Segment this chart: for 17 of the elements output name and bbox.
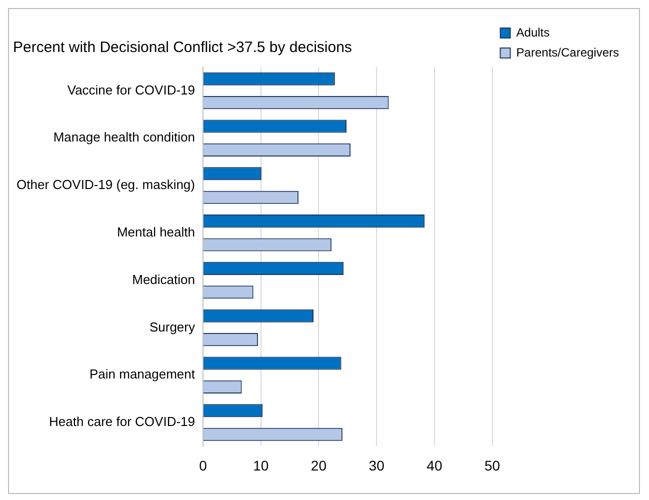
x-tick-label: 50 [484,457,500,474]
y-tick-label: Pain management [89,366,196,382]
x-tick-label: 10 [253,457,269,474]
x-tick-label: 0 [199,457,208,474]
x-tick-label: 40 [426,457,442,474]
y-tick-label: Manage health condition [53,130,195,145]
y-tick-label: Medication [132,272,195,287]
x-tick-label: 30 [368,457,385,474]
chart-title: Percent with Decisional Conflict >37.5 by decisions [13,39,352,56]
y-tick-label: Mental health [116,224,195,240]
legend-label: Parents/Caregivers [516,45,620,60]
y-tick-label: Other COVID-19 (eg. masking) [16,177,195,192]
y-tick-label: Heath care for COVID-19 [49,414,195,430]
legend-label: Adults [516,25,550,40]
x-tick-label: 20 [310,457,327,474]
y-tick-label: Vaccine for COVID-19 [67,82,195,98]
y-tick-label: Surgery [149,319,196,334]
